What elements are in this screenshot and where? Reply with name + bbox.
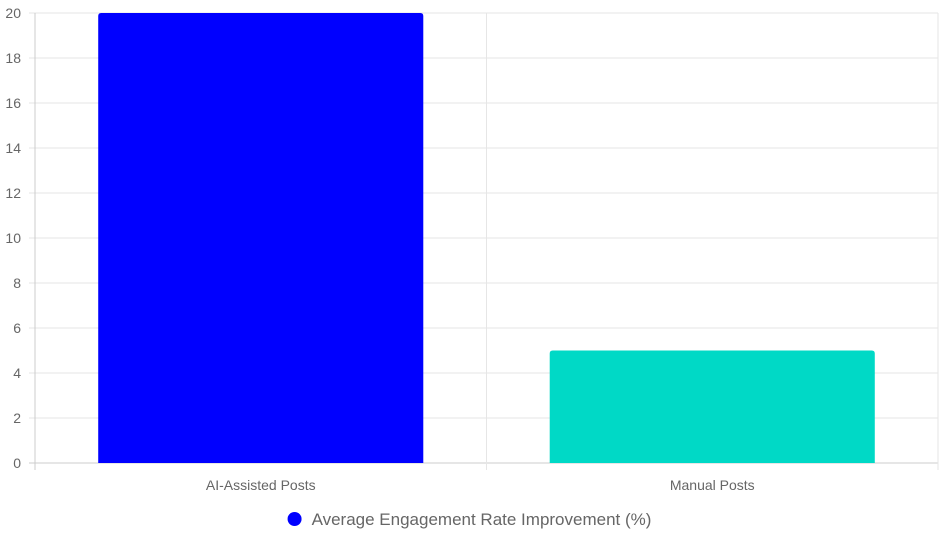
legend[interactable]: Average Engagement Rate Improvement (%) xyxy=(287,510,652,529)
y-tick-label: 14 xyxy=(5,140,21,156)
y-tick-label: 10 xyxy=(5,230,21,246)
y-tick-label: 2 xyxy=(13,410,21,426)
y-tick-label: 4 xyxy=(13,365,21,381)
legend-marker[interactable] xyxy=(287,512,302,526)
legend-label[interactable]: Average Engagement Rate Improvement (%) xyxy=(312,510,652,529)
y-tick-label: 0 xyxy=(13,455,21,471)
y-tick-label: 16 xyxy=(5,95,21,111)
y-tick-label: 6 xyxy=(13,320,21,336)
x-axis-ticks: AI-Assisted Posts Manual Posts xyxy=(206,477,755,493)
bar xyxy=(98,13,424,463)
y-tick-label: 20 xyxy=(5,5,21,21)
x-tick-label: Manual Posts xyxy=(670,477,755,493)
bar xyxy=(549,350,875,463)
y-tick-label: 12 xyxy=(5,185,21,201)
bars xyxy=(98,13,875,463)
x-tick-label: AI-Assisted Posts xyxy=(206,477,316,493)
y-axis-ticks: 0 2 4 6 8 10 12 14 16 18 20 xyxy=(5,5,21,471)
y-tick-label: 18 xyxy=(5,50,21,66)
y-tick-label: 8 xyxy=(13,275,21,291)
